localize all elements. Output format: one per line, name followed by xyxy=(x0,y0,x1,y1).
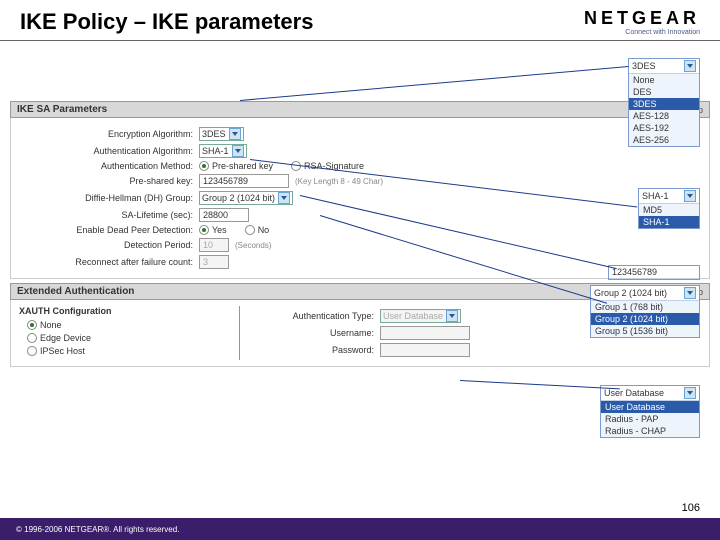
dropdown-option[interactable]: SHA-1 xyxy=(639,216,699,228)
password-input[interactable] xyxy=(380,343,470,357)
netgear-logo: NETGEAR Connect with Innovation xyxy=(584,8,700,36)
ike-sa-panel: Encryption Algorithm: 3DES Authenticatio… xyxy=(10,118,710,279)
detect-period-input[interactable]: 10 xyxy=(199,238,229,252)
dpd-no-radio[interactable] xyxy=(245,225,255,235)
dropdown-option[interactable]: 3DES xyxy=(629,98,699,110)
username-input[interactable] xyxy=(380,326,470,340)
auth-algo-label: Authentication Algorithm: xyxy=(19,146,199,156)
authtype-dropdown-callout: User Database User DatabaseRadius - PAPR… xyxy=(600,385,700,438)
ike-sa-section-bar: IKE SA Parameters ?help xyxy=(10,101,710,118)
dropdown-option[interactable]: AES-128 xyxy=(629,110,699,122)
slide-title: IKE Policy – IKE parameters xyxy=(20,9,313,35)
psk-input[interactable]: 123456789 xyxy=(199,174,289,188)
chevron-down-icon xyxy=(684,60,696,72)
reconnect-input[interactable]: 3 xyxy=(199,255,229,269)
detect-period-label: Detection Period: xyxy=(19,240,199,250)
psk-label: Pre-shared key: xyxy=(19,176,199,186)
dropdown-option[interactable]: Group 1 (768 bit) xyxy=(591,301,699,313)
chevron-down-icon xyxy=(229,128,241,140)
detect-hint: (Seconds) xyxy=(235,241,271,250)
xauth-section-title: Extended Authentication xyxy=(17,286,134,297)
xauth-divider xyxy=(239,306,240,360)
page-number: 106 xyxy=(682,502,700,514)
auth-algo-select[interactable]: SHA-1 xyxy=(199,144,247,158)
dropdown-option[interactable]: MD5 xyxy=(639,204,699,216)
xauth-none-label: None xyxy=(40,320,62,330)
encryption-label: Encryption Algorithm: xyxy=(19,129,199,139)
connector-line xyxy=(460,380,620,389)
dpd-yes-label: Yes xyxy=(212,225,227,235)
psk-hint: (Key Length 8 - 49 Char) xyxy=(295,177,383,186)
password-label: Password: xyxy=(260,345,380,355)
psk-callout: 123456789 xyxy=(608,265,700,280)
encryption-select[interactable]: 3DES xyxy=(199,127,244,141)
psk-radio-label: Pre-shared key xyxy=(212,161,273,171)
chevron-down-icon xyxy=(684,190,696,202)
dropdown-option[interactable]: AES-256 xyxy=(629,134,699,146)
xauth-ipsec-radio[interactable] xyxy=(27,346,37,356)
chevron-down-icon xyxy=(278,192,290,204)
xauth-ipsec-label: IPSec Host xyxy=(40,346,85,356)
xauth-config-title: XAUTH Configuration xyxy=(19,306,219,316)
dh-dropdown-callout: Group 2 (1024 bit) Group 1 (768 bit) Grou… xyxy=(590,285,700,338)
authtype-select[interactable]: User Database xyxy=(380,309,461,323)
xauth-none-radio[interactable] xyxy=(27,320,37,330)
reconnect-label: Reconnect after failure count: xyxy=(19,257,199,267)
chevron-down-icon xyxy=(684,287,696,299)
dropdown-option[interactable]: User Database xyxy=(601,401,699,413)
authtype-label: Authentication Type: xyxy=(260,311,380,321)
chevron-down-icon xyxy=(446,310,458,322)
xauth-right: Authentication Type: User Database Usern… xyxy=(260,306,470,360)
copyright: © 1996-2006 NETGEAR®. All rights reserve… xyxy=(16,525,179,534)
dropdown-option[interactable]: Radius - PAP xyxy=(601,413,699,425)
dh-select[interactable]: Group 2 (1024 bit) xyxy=(199,191,293,205)
dpd-yes-radio[interactable] xyxy=(199,225,209,235)
connector-line xyxy=(240,66,629,101)
ike-sa-title: IKE SA Parameters xyxy=(17,104,107,115)
chevron-down-icon xyxy=(684,387,696,399)
psk-radio[interactable] xyxy=(199,161,209,171)
logo-tagline: Connect with Innovation xyxy=(584,29,700,36)
sa-lifetime-label: SA-Lifetime (sec): xyxy=(19,210,199,220)
dropdown-option[interactable]: DES xyxy=(629,86,699,98)
logo-text: NETGEAR xyxy=(584,8,700,29)
dpd-no-label: No xyxy=(258,225,270,235)
dropdown-option[interactable]: Group 2 (1024 bit) xyxy=(591,313,699,325)
xauth-edge-radio[interactable] xyxy=(27,333,37,343)
dropdown-option[interactable]: None xyxy=(629,74,699,86)
slide-header: IKE Policy – IKE parameters NETGEAR Conn… xyxy=(0,0,720,41)
xauth-edge-label: Edge Device xyxy=(40,333,91,343)
dropdown-option[interactable]: Radius - CHAP xyxy=(601,425,699,437)
dh-label: Diffie-Hellman (DH) Group: xyxy=(19,193,199,203)
dropdown-option[interactable]: Group 5 (1536 bit) xyxy=(591,325,699,337)
dropdown-option[interactable]: AES-192 xyxy=(629,122,699,134)
xauth-left: XAUTH Configuration None Edge Device IPS… xyxy=(19,306,219,360)
dpd-label: Enable Dead Peer Detection: xyxy=(19,225,199,235)
chevron-down-icon xyxy=(232,145,244,157)
auth-method-label: Authentication Method: xyxy=(19,161,199,171)
sha-dropdown-callout: SHA-1 MD5SHA-1 xyxy=(638,188,700,229)
sa-lifetime-input[interactable]: 28800 xyxy=(199,208,249,222)
footer-bar: © 1996-2006 NETGEAR®. All rights reserve… xyxy=(0,518,720,540)
encryption-dropdown-callout: 3DES NoneDES3DESAES-128AES-192AES-256 xyxy=(628,58,700,147)
username-label: Username: xyxy=(260,328,380,338)
